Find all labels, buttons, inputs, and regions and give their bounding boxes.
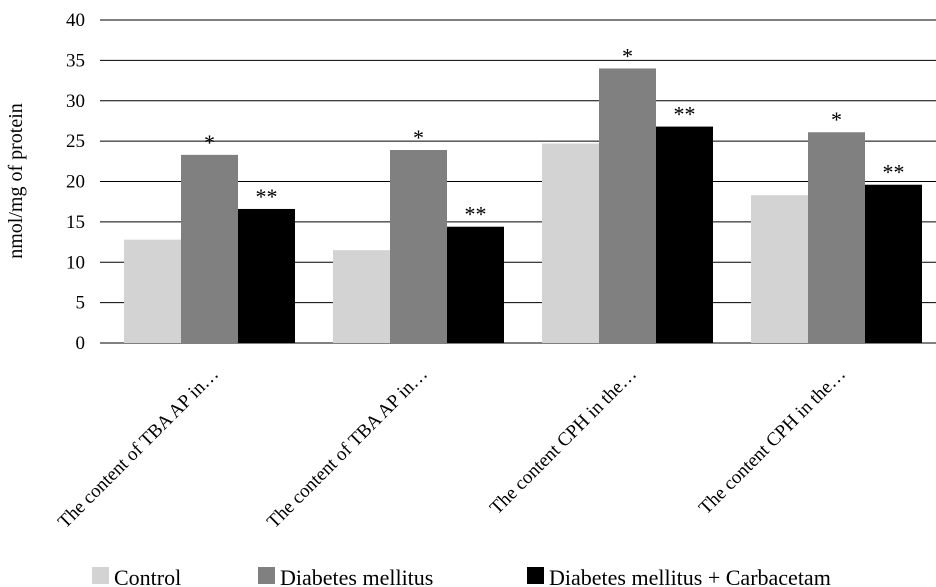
y-axis-label: nmol/mg of protein [5, 103, 27, 259]
y-tick-label: 20 [66, 172, 85, 193]
significance-marker: ** [465, 202, 487, 227]
legend-label: Diabetes mellitus + Carbacetam [549, 565, 831, 587]
x-category-label: The content of TBA AP in… [263, 364, 432, 533]
y-tick-label: 10 [66, 252, 85, 273]
significance-marker: ** [256, 184, 278, 209]
significance-markers: ********* *** [204, 43, 905, 226]
legend-label: Control [114, 565, 181, 587]
significance-marker: ** [674, 102, 696, 127]
x-category-label: The content CPH in the… [695, 364, 850, 519]
y-tick-label: 40 [66, 10, 85, 31]
legend-label: Diabetes mellitus [280, 565, 433, 587]
legend-swatch [258, 567, 275, 584]
bar [447, 226, 504, 343]
legend-swatch [92, 567, 109, 584]
y-tick-label: 35 [66, 50, 85, 71]
x-axis-category-labels: The content of TBA AP in… The content of … [54, 364, 850, 533]
x-category-label: The content of TBA AP in… [54, 364, 223, 533]
bars [124, 68, 922, 343]
legend-swatch [527, 567, 544, 584]
bar [390, 150, 447, 343]
bar [808, 132, 865, 343]
significance-marker: ** [883, 160, 905, 185]
bar [751, 195, 808, 343]
x-category-label: The content CPH in the… [486, 364, 641, 519]
bar [124, 239, 181, 343]
bar [238, 208, 295, 343]
bar [599, 68, 656, 343]
y-tick-label: 15 [66, 212, 85, 233]
y-tick-label: 0 [76, 333, 86, 354]
legend: Control Diabetes mellitus Diabetes mellitu… [92, 565, 831, 587]
bar [865, 184, 922, 343]
bar [656, 126, 713, 343]
significance-marker: * [831, 107, 842, 132]
y-tick-label: 30 [66, 91, 85, 112]
significance-marker: * [622, 43, 633, 68]
bar [333, 250, 390, 343]
bar [542, 143, 599, 343]
y-axis-ticks: 0 5 10 15 20 25 30 35 40 [66, 10, 85, 354]
y-tick-label: 25 [66, 131, 85, 152]
significance-marker: * [413, 125, 424, 150]
y-tick-label: 5 [76, 293, 86, 314]
significance-marker: * [204, 130, 215, 155]
bar [181, 154, 238, 343]
